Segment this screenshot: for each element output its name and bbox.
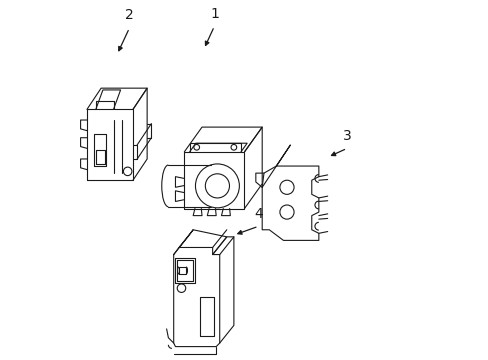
Text: 2: 2 xyxy=(125,8,134,22)
Text: 1: 1 xyxy=(209,6,219,21)
Text: 3: 3 xyxy=(342,129,351,143)
Text: 4: 4 xyxy=(254,207,263,221)
